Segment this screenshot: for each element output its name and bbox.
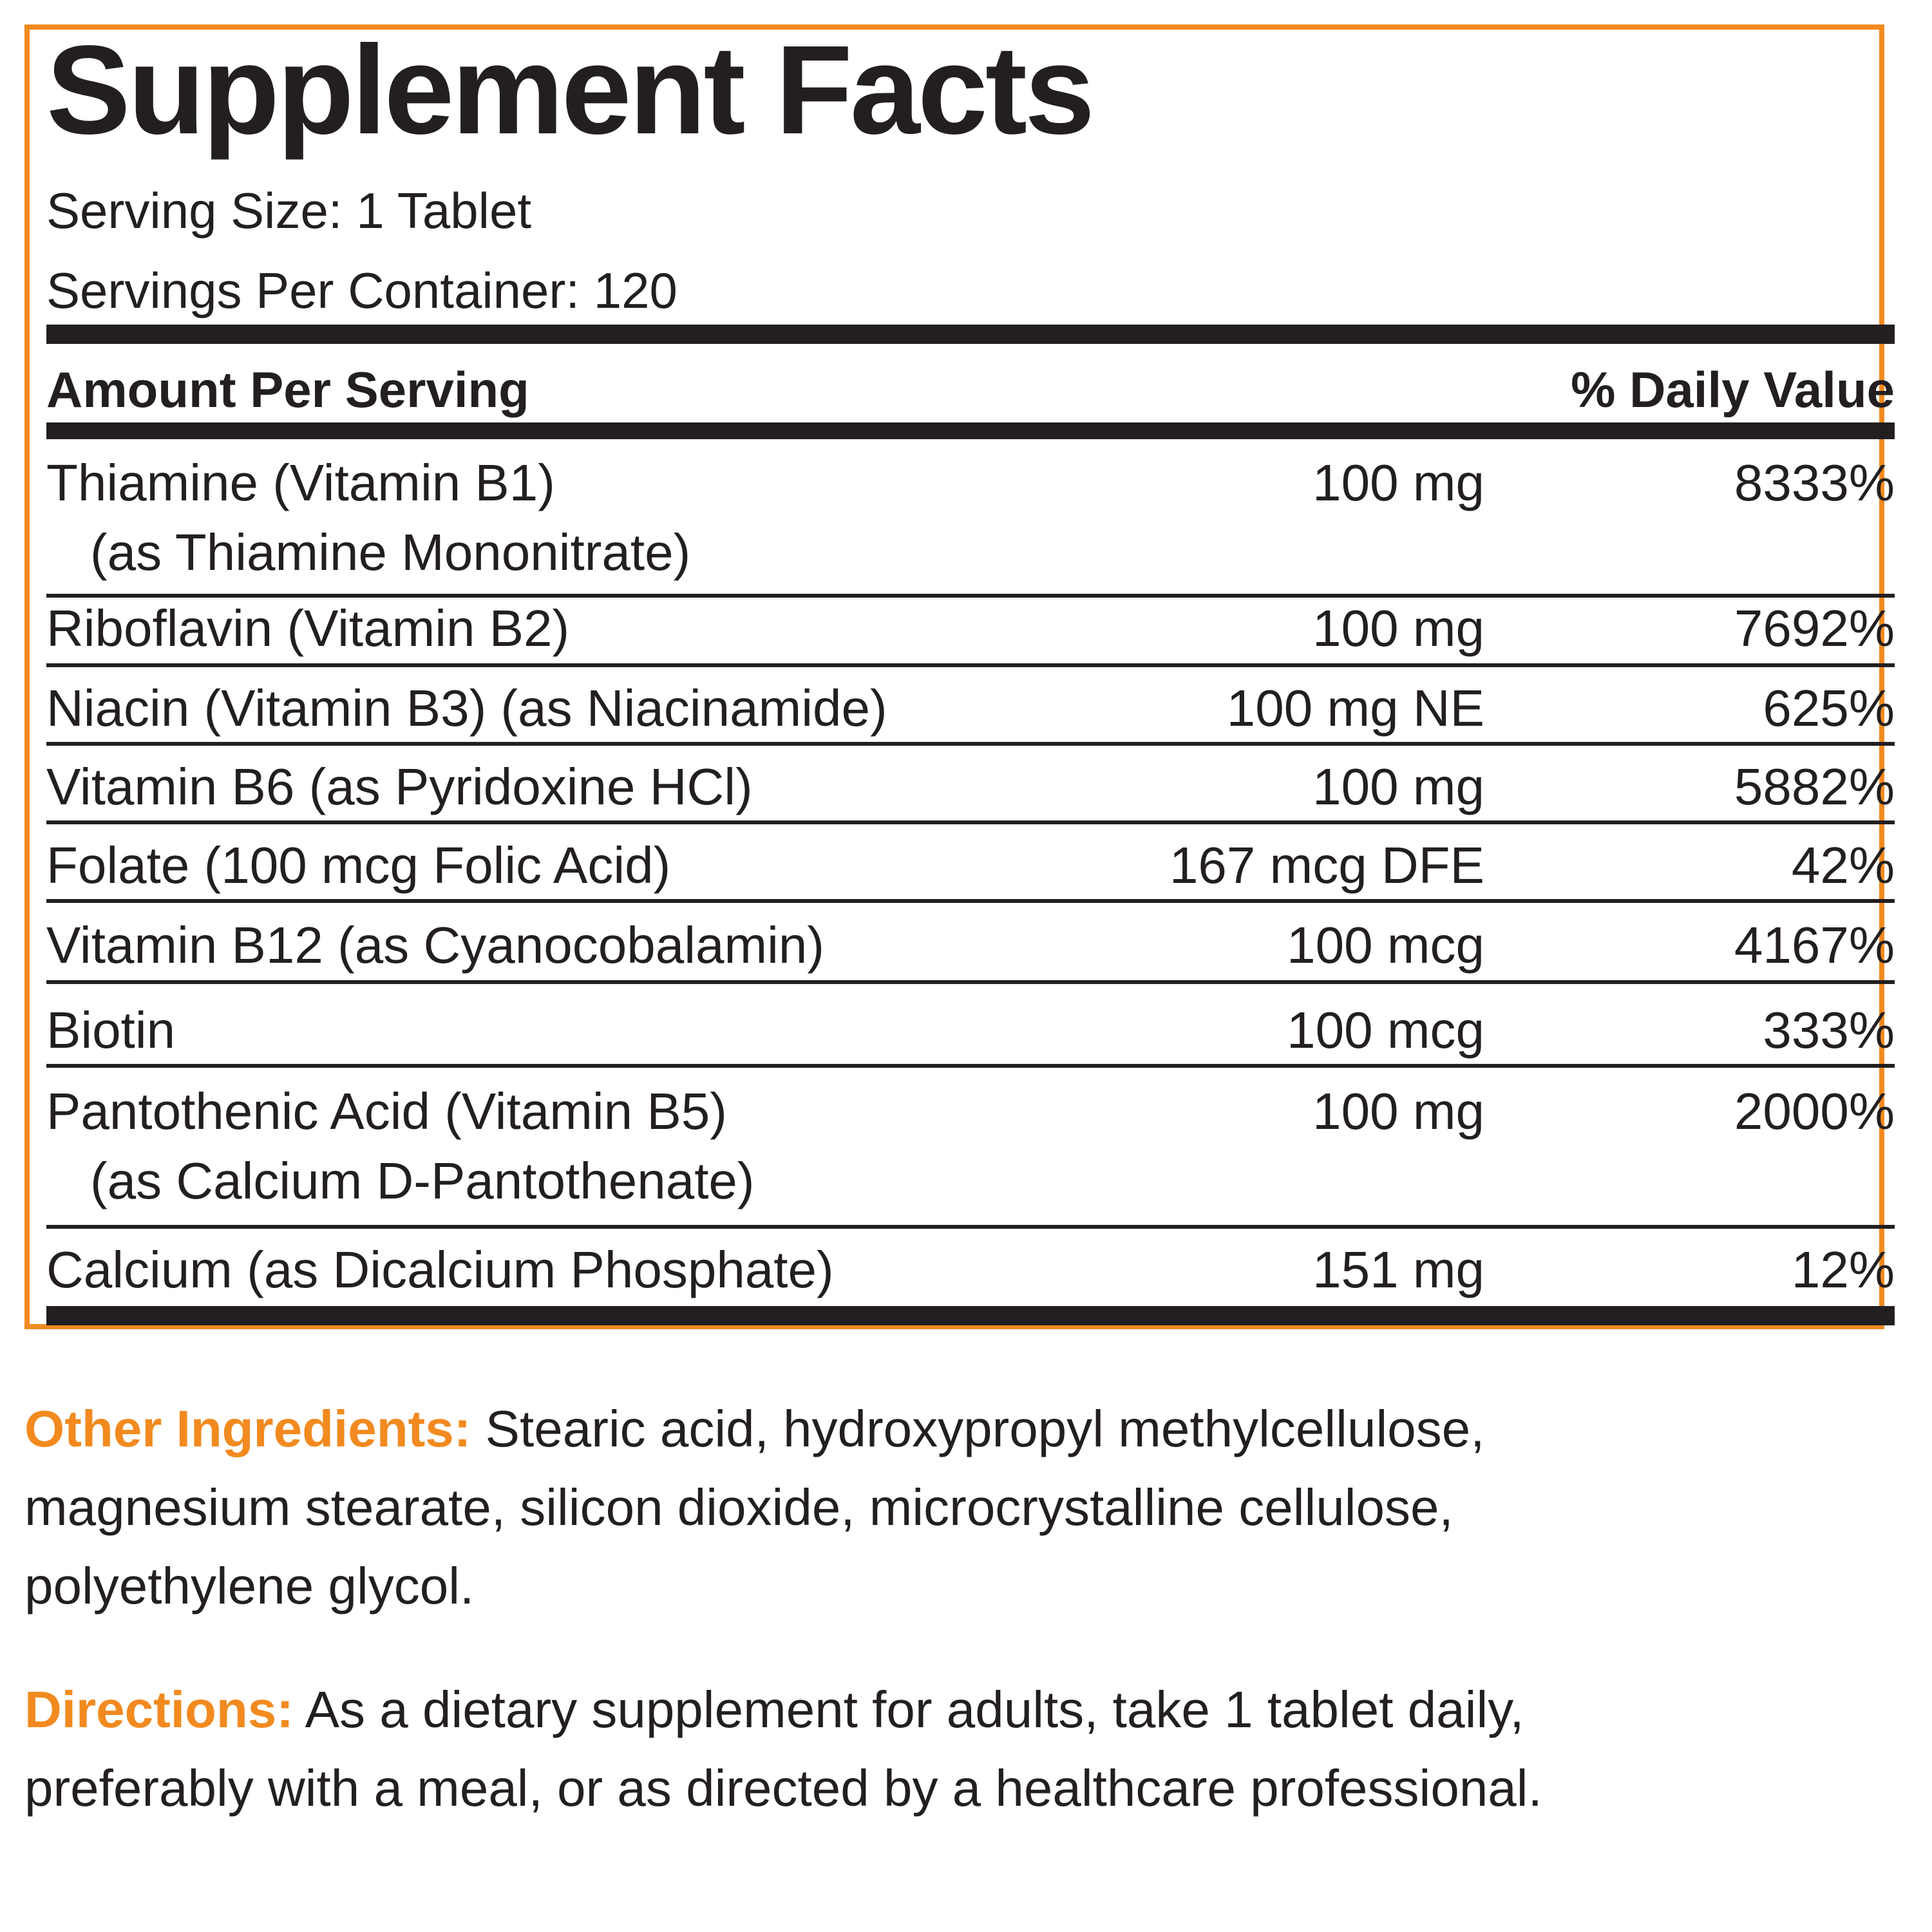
nutrient-name: Pantothenic Acid (Vitamin B5) — [46, 1083, 727, 1140]
separator-bar-top — [46, 325, 1895, 344]
row-divider — [46, 820, 1895, 824]
daily-value-header: % Daily Value — [1571, 361, 1895, 418]
directions-label: Directions: — [24, 1681, 294, 1738]
row-divider — [46, 742, 1895, 746]
nutrient-daily-value: 8333% — [1734, 454, 1895, 511]
nutrient-name: Riboflavin (Vitamin B2) — [46, 600, 570, 657]
nutrient-name: Calcium (as Dicalcium Phosphate) — [46, 1241, 834, 1298]
row-divider — [46, 1064, 1895, 1068]
other-ingredients: Other Ingredients: Stearic acid, hydroxy… — [24, 1390, 1879, 1625]
nutrient-daily-value: 12% — [1791, 1241, 1895, 1298]
row-divider — [46, 899, 1895, 903]
nutrient-amount: 100 mcg — [1287, 1001, 1484, 1059]
nutrient-daily-value: 7692% — [1734, 600, 1895, 657]
other-ingredients-text: polyethylene glycol. — [24, 1557, 475, 1615]
nutrient-daily-value: 333% — [1763, 1001, 1895, 1059]
row-divider — [46, 663, 1895, 667]
row-divider — [46, 980, 1895, 984]
nutrient-daily-value: 42% — [1791, 837, 1895, 894]
supplement-facts-panel — [24, 24, 1884, 1329]
nutrient-name: Vitamin B12 (as Cyanocobalamin) — [46, 916, 825, 974]
nutrient-amount: 100 mg NE — [1226, 679, 1484, 737]
separator-bar-bottom — [46, 1306, 1895, 1325]
other-ingredients-label: Other Ingredients: — [24, 1400, 471, 1457]
serving-size: Serving Size: 1 Tablet — [46, 182, 531, 239]
nutrient-daily-value: 5882% — [1734, 758, 1895, 815]
nutrient-amount: 100 mg — [1312, 600, 1484, 657]
nutrient-daily-value: 2000% — [1734, 1083, 1895, 1140]
directions-text: preferably with a meal, or as directed b… — [24, 1759, 1542, 1817]
servings-per-container: Servings Per Container: 120 — [46, 262, 677, 319]
nutrient-amount: 100 mg — [1312, 758, 1484, 815]
nutrient-amount: 167 mcg DFE — [1169, 837, 1484, 894]
directions-text: As a dietary supplement for adults, take… — [293, 1681, 1524, 1738]
amount-per-serving-header: Amount Per Serving — [46, 361, 529, 418]
nutrient-source: (as Calcium D-Pantothenate) — [90, 1152, 755, 1209]
nutrient-name: Vitamin B6 (as Pyridoxine HCl) — [46, 758, 753, 815]
nutrient-source: (as Thiamine Mononitrate) — [90, 524, 691, 581]
nutrient-amount: 100 mg — [1312, 454, 1484, 511]
nutrient-daily-value: 625% — [1763, 679, 1895, 737]
nutrient-name: Folate (100 mcg Folic Acid) — [46, 837, 671, 894]
nutrient-amount: 151 mg — [1312, 1241, 1484, 1298]
nutrient-amount: 100 mg — [1312, 1083, 1484, 1140]
nutrient-name: Niacin (Vitamin B3) (as Niacinamide) — [46, 679, 887, 737]
separator-bar-header — [46, 422, 1895, 439]
row-divider — [46, 594, 1895, 598]
nutrient-name: Biotin — [46, 1001, 176, 1059]
nutrient-name: Thiamine (Vitamin B1) — [46, 454, 555, 511]
directions: Directions: As a dietary supplement for … — [24, 1671, 1879, 1828]
row-divider — [46, 1225, 1895, 1229]
panel-title: Supplement Facts — [46, 19, 1095, 160]
nutrient-daily-value: 4167% — [1734, 916, 1895, 974]
nutrient-amount: 100 mcg — [1287, 916, 1484, 974]
other-ingredients-text: Stearic acid, hydroxypropyl methylcellul… — [471, 1400, 1485, 1457]
other-ingredients-text: magnesium stearate, silicon dioxide, mic… — [24, 1479, 1454, 1536]
